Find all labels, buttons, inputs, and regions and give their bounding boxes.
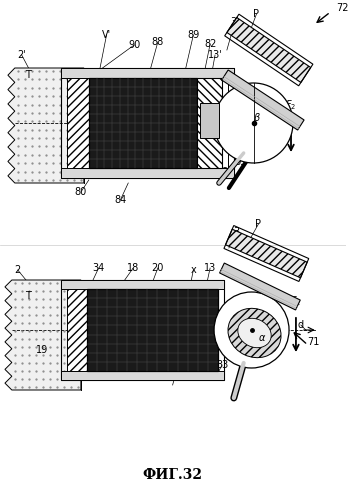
Text: V': V' [102, 30, 111, 40]
Bar [67, 78, 89, 168]
Bar [61, 68, 234, 78]
Text: d': d' [277, 123, 285, 133]
Bar [200, 103, 219, 138]
Text: 17: 17 [189, 360, 201, 370]
Polygon shape [222, 70, 304, 130]
Polygon shape [226, 229, 307, 278]
Text: $F_2$: $F_2$ [285, 98, 297, 112]
Text: α: α [258, 333, 265, 343]
Text: 21: 21 [170, 369, 182, 379]
Circle shape [214, 83, 293, 163]
Text: 34: 34 [93, 263, 105, 273]
Bar [61, 168, 234, 178]
Polygon shape [5, 280, 81, 390]
Text: 71: 71 [307, 337, 320, 347]
Ellipse shape [238, 318, 271, 348]
Text: 24: 24 [252, 340, 265, 350]
Bar [197, 78, 222, 168]
Text: 16: 16 [239, 347, 251, 357]
Bar [61, 280, 224, 380]
Text: 3: 3 [234, 227, 240, 237]
Text: V: V [275, 325, 282, 335]
Text: 38: 38 [91, 362, 103, 372]
Text: T: T [25, 70, 31, 80]
Bar [61, 280, 224, 289]
Bar [67, 289, 218, 371]
Text: x: x [191, 265, 196, 275]
Text: 80: 80 [75, 187, 87, 197]
Polygon shape [227, 18, 311, 82]
Text: 5: 5 [130, 360, 136, 370]
Bar [67, 289, 87, 371]
Text: 18: 18 [127, 263, 139, 273]
Bar [61, 371, 224, 380]
Text: β: β [253, 113, 260, 123]
Bar [67, 78, 228, 168]
Text: 89: 89 [187, 30, 199, 40]
Text: 19: 19 [36, 345, 48, 355]
Text: 20: 20 [152, 263, 164, 273]
Text: ФИГ.32: ФИГ.32 [143, 468, 203, 482]
Circle shape [214, 292, 289, 368]
Polygon shape [8, 68, 84, 183]
Text: P: P [256, 219, 261, 229]
Text: 85: 85 [234, 157, 247, 167]
Text: $F_2$: $F_2$ [290, 294, 302, 308]
Text: 2: 2 [15, 265, 21, 275]
Text: 2': 2' [17, 50, 26, 60]
Text: 82: 82 [204, 39, 216, 49]
Text: 33: 33 [216, 360, 228, 370]
Text: 72: 72 [336, 3, 349, 13]
Ellipse shape [228, 308, 281, 358]
Bar [61, 68, 234, 178]
Text: P: P [253, 9, 259, 19]
Text: T: T [25, 291, 31, 301]
Bar [87, 289, 218, 371]
Text: 82': 82' [221, 167, 236, 177]
Text: 84: 84 [114, 195, 126, 205]
Text: d: d [298, 320, 304, 330]
Text: 88: 88 [152, 37, 164, 47]
Text: 13: 13 [204, 263, 216, 273]
Text: 3': 3' [231, 17, 239, 27]
Text: 13': 13' [208, 50, 223, 60]
Polygon shape [220, 263, 300, 310]
Bar [89, 78, 197, 168]
Text: X: X [248, 143, 255, 153]
Text: 90: 90 [128, 40, 140, 50]
